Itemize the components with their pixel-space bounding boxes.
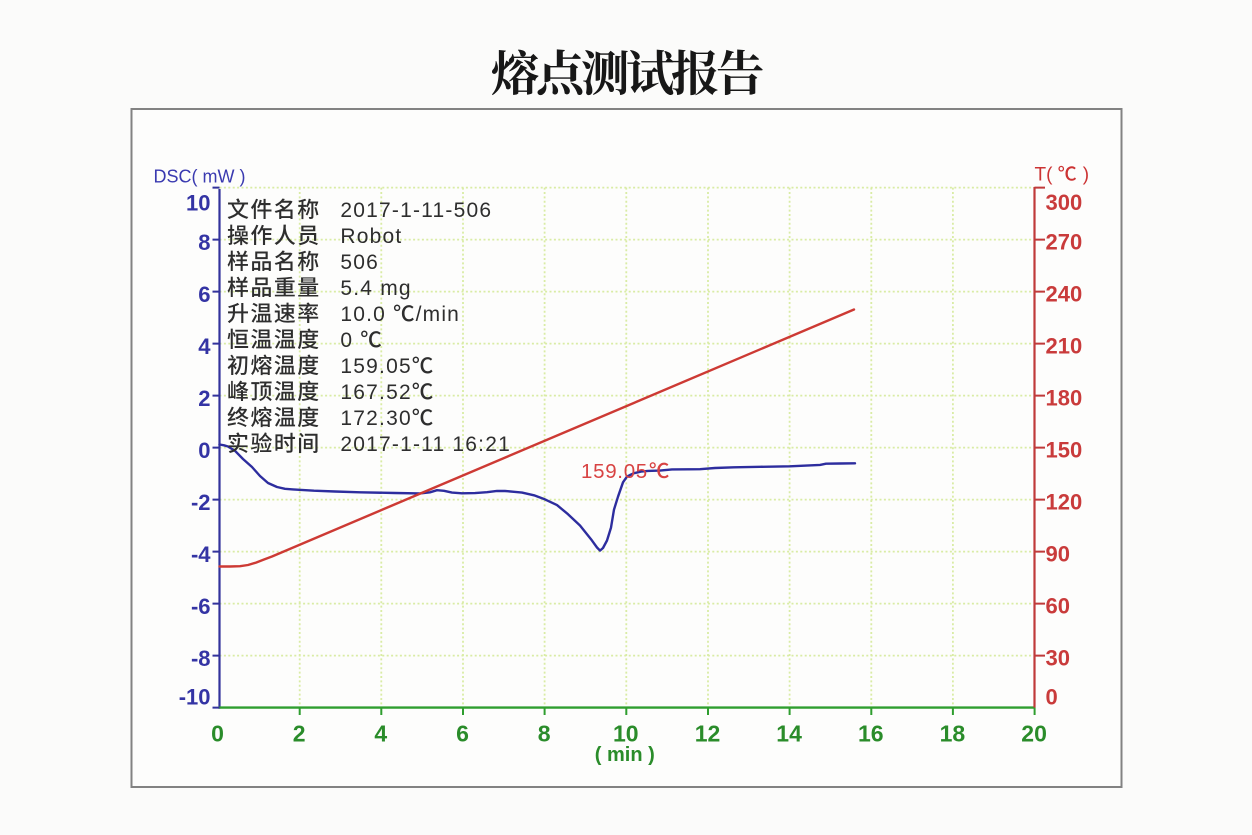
svg-text:10: 10 [186, 191, 210, 216]
svg-text:6: 6 [456, 721, 469, 747]
svg-text:14: 14 [776, 721, 802, 747]
svg-text:16: 16 [858, 721, 884, 747]
svg-text:159.05: 159.05 [340, 355, 411, 378]
svg-text:/min: /min [416, 303, 460, 326]
svg-text:18: 18 [940, 721, 966, 747]
svg-text:506: 506 [340, 251, 379, 274]
svg-text:-6: -6 [191, 594, 211, 619]
svg-text:0: 0 [198, 438, 210, 463]
svg-text:Robot: Robot [340, 225, 402, 248]
svg-text:210: 210 [1046, 334, 1083, 359]
svg-text:( min ): ( min ) [595, 744, 655, 766]
svg-text:120: 120 [1046, 490, 1083, 515]
svg-text:12: 12 [695, 721, 721, 747]
svg-text:8: 8 [538, 721, 551, 747]
svg-text:-10: -10 [179, 685, 211, 710]
svg-text:6: 6 [198, 282, 210, 307]
svg-text:10.0: 10.0 [340, 303, 386, 326]
svg-text:159.05: 159.05 [581, 460, 648, 483]
svg-text:2017-1-11-506: 2017-1-11-506 [340, 199, 492, 222]
svg-text:T(: T( [1035, 165, 1054, 186]
svg-text:180: 180 [1046, 386, 1083, 411]
svg-text:-8: -8 [191, 646, 211, 671]
svg-text:150: 150 [1046, 438, 1083, 463]
svg-text:30: 30 [1046, 646, 1070, 671]
svg-text:60: 60 [1046, 594, 1070, 619]
svg-text:0: 0 [1046, 685, 1058, 710]
svg-text:2017-1-11 16:21: 2017-1-11 16:21 [340, 433, 511, 456]
svg-text:0: 0 [340, 329, 353, 352]
svg-text:300: 300 [1046, 190, 1083, 215]
svg-text:): ) [1083, 165, 1089, 186]
svg-text:DSC( mW ): DSC( mW ) [154, 167, 246, 187]
svg-text:4: 4 [198, 334, 211, 359]
svg-text:270: 270 [1046, 230, 1083, 255]
svg-text:8: 8 [198, 230, 210, 255]
svg-text:2: 2 [198, 386, 210, 411]
svg-text:-2: -2 [191, 490, 211, 515]
svg-text:20: 20 [1021, 721, 1047, 747]
svg-text:167.52: 167.52 [340, 381, 411, 404]
svg-text:4: 4 [374, 721, 387, 747]
svg-text:172.30: 172.30 [340, 407, 411, 430]
svg-text:10: 10 [613, 721, 639, 747]
svg-text:2: 2 [293, 721, 306, 747]
svg-text:0: 0 [211, 721, 224, 747]
svg-text:240: 240 [1046, 282, 1083, 307]
svg-text:5.4 mg: 5.4 mg [340, 277, 411, 300]
svg-text:90: 90 [1046, 542, 1070, 567]
svg-text:-4: -4 [191, 542, 211, 567]
